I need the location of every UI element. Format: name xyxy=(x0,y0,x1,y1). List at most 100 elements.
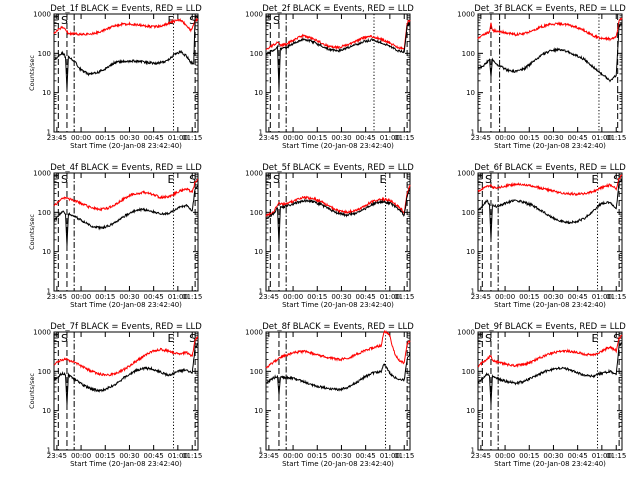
y-axis-label: Counts/sec xyxy=(28,214,36,250)
y-tick-label: 100 xyxy=(250,209,263,217)
x-tick-label: 01:00 xyxy=(592,452,612,460)
x-tick-label: 01:00 xyxy=(380,452,400,460)
x-tick-label: 23:45 xyxy=(471,293,491,301)
event-marker-label: E xyxy=(476,332,483,345)
x-tick-label: 00:00 xyxy=(283,452,303,460)
y-tick-label: 1000 xyxy=(245,329,263,337)
x-axis-label: Start Time (20-Jan-08 23:42:40) xyxy=(494,460,606,468)
plot-frame xyxy=(477,331,623,451)
x-tick-label: 01:00 xyxy=(592,134,612,142)
x-axis-label: Start Time (20-Jan-08 23:42:40) xyxy=(494,301,606,309)
y-tick-label: 1000 xyxy=(33,329,51,337)
y-tick-label: 1000 xyxy=(33,11,51,19)
x-tick-label: 00:30 xyxy=(331,134,351,142)
x-tick-label: 23:45 xyxy=(47,452,67,460)
x-tick-label: 01:15 xyxy=(394,134,414,142)
x-tick-label: 00:30 xyxy=(543,134,563,142)
series-red-lld xyxy=(265,329,411,369)
x-tick-label: 00:45 xyxy=(144,134,164,142)
series-black-events xyxy=(477,341,623,405)
y-tick-label: 10 xyxy=(42,248,51,256)
event-marker-label: E xyxy=(52,14,59,27)
y-axis-label: Counts/sec xyxy=(28,373,36,409)
y-tick-label: 1 xyxy=(259,129,263,137)
x-tick-label: 01:15 xyxy=(182,134,202,142)
plot-frame xyxy=(477,13,623,133)
y-tick-label: 1 xyxy=(47,129,51,137)
y-tick-label: 10 xyxy=(254,407,263,415)
event-marker-label: S xyxy=(61,332,68,345)
x-tick-label: 23:45 xyxy=(47,134,67,142)
x-tick-label: 00:30 xyxy=(543,452,563,460)
panel-title: Det_7f BLACK = Events, RED = LLD xyxy=(50,322,202,332)
x-tick-label: 01:00 xyxy=(380,134,400,142)
x-tick-label: 00:15 xyxy=(519,134,539,142)
x-tick-label: 00:30 xyxy=(119,134,139,142)
event-marker-label: S xyxy=(485,332,492,345)
x-tick-label: 00:00 xyxy=(495,452,515,460)
series-black-events xyxy=(265,352,411,396)
x-tick-label: 01:00 xyxy=(168,134,188,142)
panel-1: Det_1f BLACK = Events, RED = LLD 1 10 100 10… xyxy=(28,4,202,150)
y-tick-label: 1 xyxy=(259,447,263,455)
x-tick-label: 00:15 xyxy=(95,293,115,301)
x-tick-label: 00:15 xyxy=(519,452,539,460)
x-tick-label: 00:00 xyxy=(71,293,91,301)
x-tick-label: 00:30 xyxy=(543,293,563,301)
panel-8: Det_8f BLACK = Events, RED = LLD 1 10 100 10… xyxy=(245,322,414,468)
y-tick-label: 1 xyxy=(259,288,263,296)
series-red-lld xyxy=(53,336,199,377)
x-tick-label: 00:15 xyxy=(95,134,115,142)
y-tick-label: 10 xyxy=(254,89,263,97)
y-tick-label: 1 xyxy=(471,288,475,296)
x-tick-label: 00:15 xyxy=(307,134,327,142)
y-tick-label: 1000 xyxy=(245,11,263,19)
panel-3: Det_3f BLACK = Events, RED = LLD 1 10 100 10… xyxy=(457,4,626,150)
event-marker-label: E xyxy=(592,173,599,186)
x-axis-label: Start Time (20-Jan-08 23:42:40) xyxy=(494,142,606,150)
panel-4: Det_4f BLACK = Events, RED = LLD 1 10 100 10… xyxy=(28,163,202,309)
x-tick-label: 01:00 xyxy=(380,293,400,301)
y-tick-label: 1000 xyxy=(457,11,475,19)
panel-6: Det_6f BLACK = Events, RED = LLD 1 10 100 10… xyxy=(457,163,626,309)
y-tick-label: 1000 xyxy=(33,170,51,178)
x-tick-label: 01:15 xyxy=(606,452,626,460)
series-black-events xyxy=(265,21,411,90)
panel-title: Det_8f BLACK = Events, RED = LLD xyxy=(262,322,414,332)
x-tick-label: 23:45 xyxy=(471,452,491,460)
x-tick-label: 01:15 xyxy=(394,293,414,301)
event-marker-label: S xyxy=(189,173,196,186)
y-tick-label: 10 xyxy=(466,407,475,415)
y-tick-label: 1000 xyxy=(457,170,475,178)
x-tick-label: 23:45 xyxy=(47,293,67,301)
x-tick-label: 00:15 xyxy=(95,452,115,460)
series-black-events xyxy=(477,178,623,240)
series-red-lld xyxy=(477,334,623,369)
panel-title: Det_6f BLACK = Events, RED = LLD xyxy=(474,163,626,173)
event-marker-label: S xyxy=(189,332,196,345)
y-tick-label: 1000 xyxy=(245,170,263,178)
x-tick-label: 01:00 xyxy=(168,452,188,460)
y-tick-label: 1 xyxy=(47,288,51,296)
panel-title: Det_2f BLACK = Events, RED = LLD xyxy=(262,4,414,14)
y-tick-label: 1000 xyxy=(457,329,475,337)
x-axis-label: Start Time (20-Jan-08 23:42:40) xyxy=(282,142,394,150)
x-axis-label: Start Time (20-Jan-08 23:42:40) xyxy=(282,301,394,309)
panel-9: Det_9f BLACK = Events, RED = LLD 1 10 100 10… xyxy=(457,322,626,468)
y-tick-label: 1 xyxy=(471,129,475,137)
y-tick-label: 100 xyxy=(250,368,263,376)
event-marker-label: S xyxy=(485,173,492,186)
x-tick-label: 23:45 xyxy=(471,134,491,142)
event-marker-label: E xyxy=(168,173,175,186)
x-tick-label: 00:45 xyxy=(568,134,588,142)
x-tick-label: 01:00 xyxy=(592,293,612,301)
event-marker-label: S xyxy=(273,14,280,27)
series-black-events xyxy=(53,342,199,405)
y-tick-label: 100 xyxy=(462,368,475,376)
event-marker-label: S xyxy=(613,173,620,186)
series-red-lld xyxy=(477,17,623,42)
y-tick-label: 10 xyxy=(42,407,51,415)
panel-title: Det_1f BLACK = Events, RED = LLD xyxy=(50,4,202,14)
x-tick-label: 23:45 xyxy=(259,452,279,460)
plot-frame xyxy=(53,13,199,133)
